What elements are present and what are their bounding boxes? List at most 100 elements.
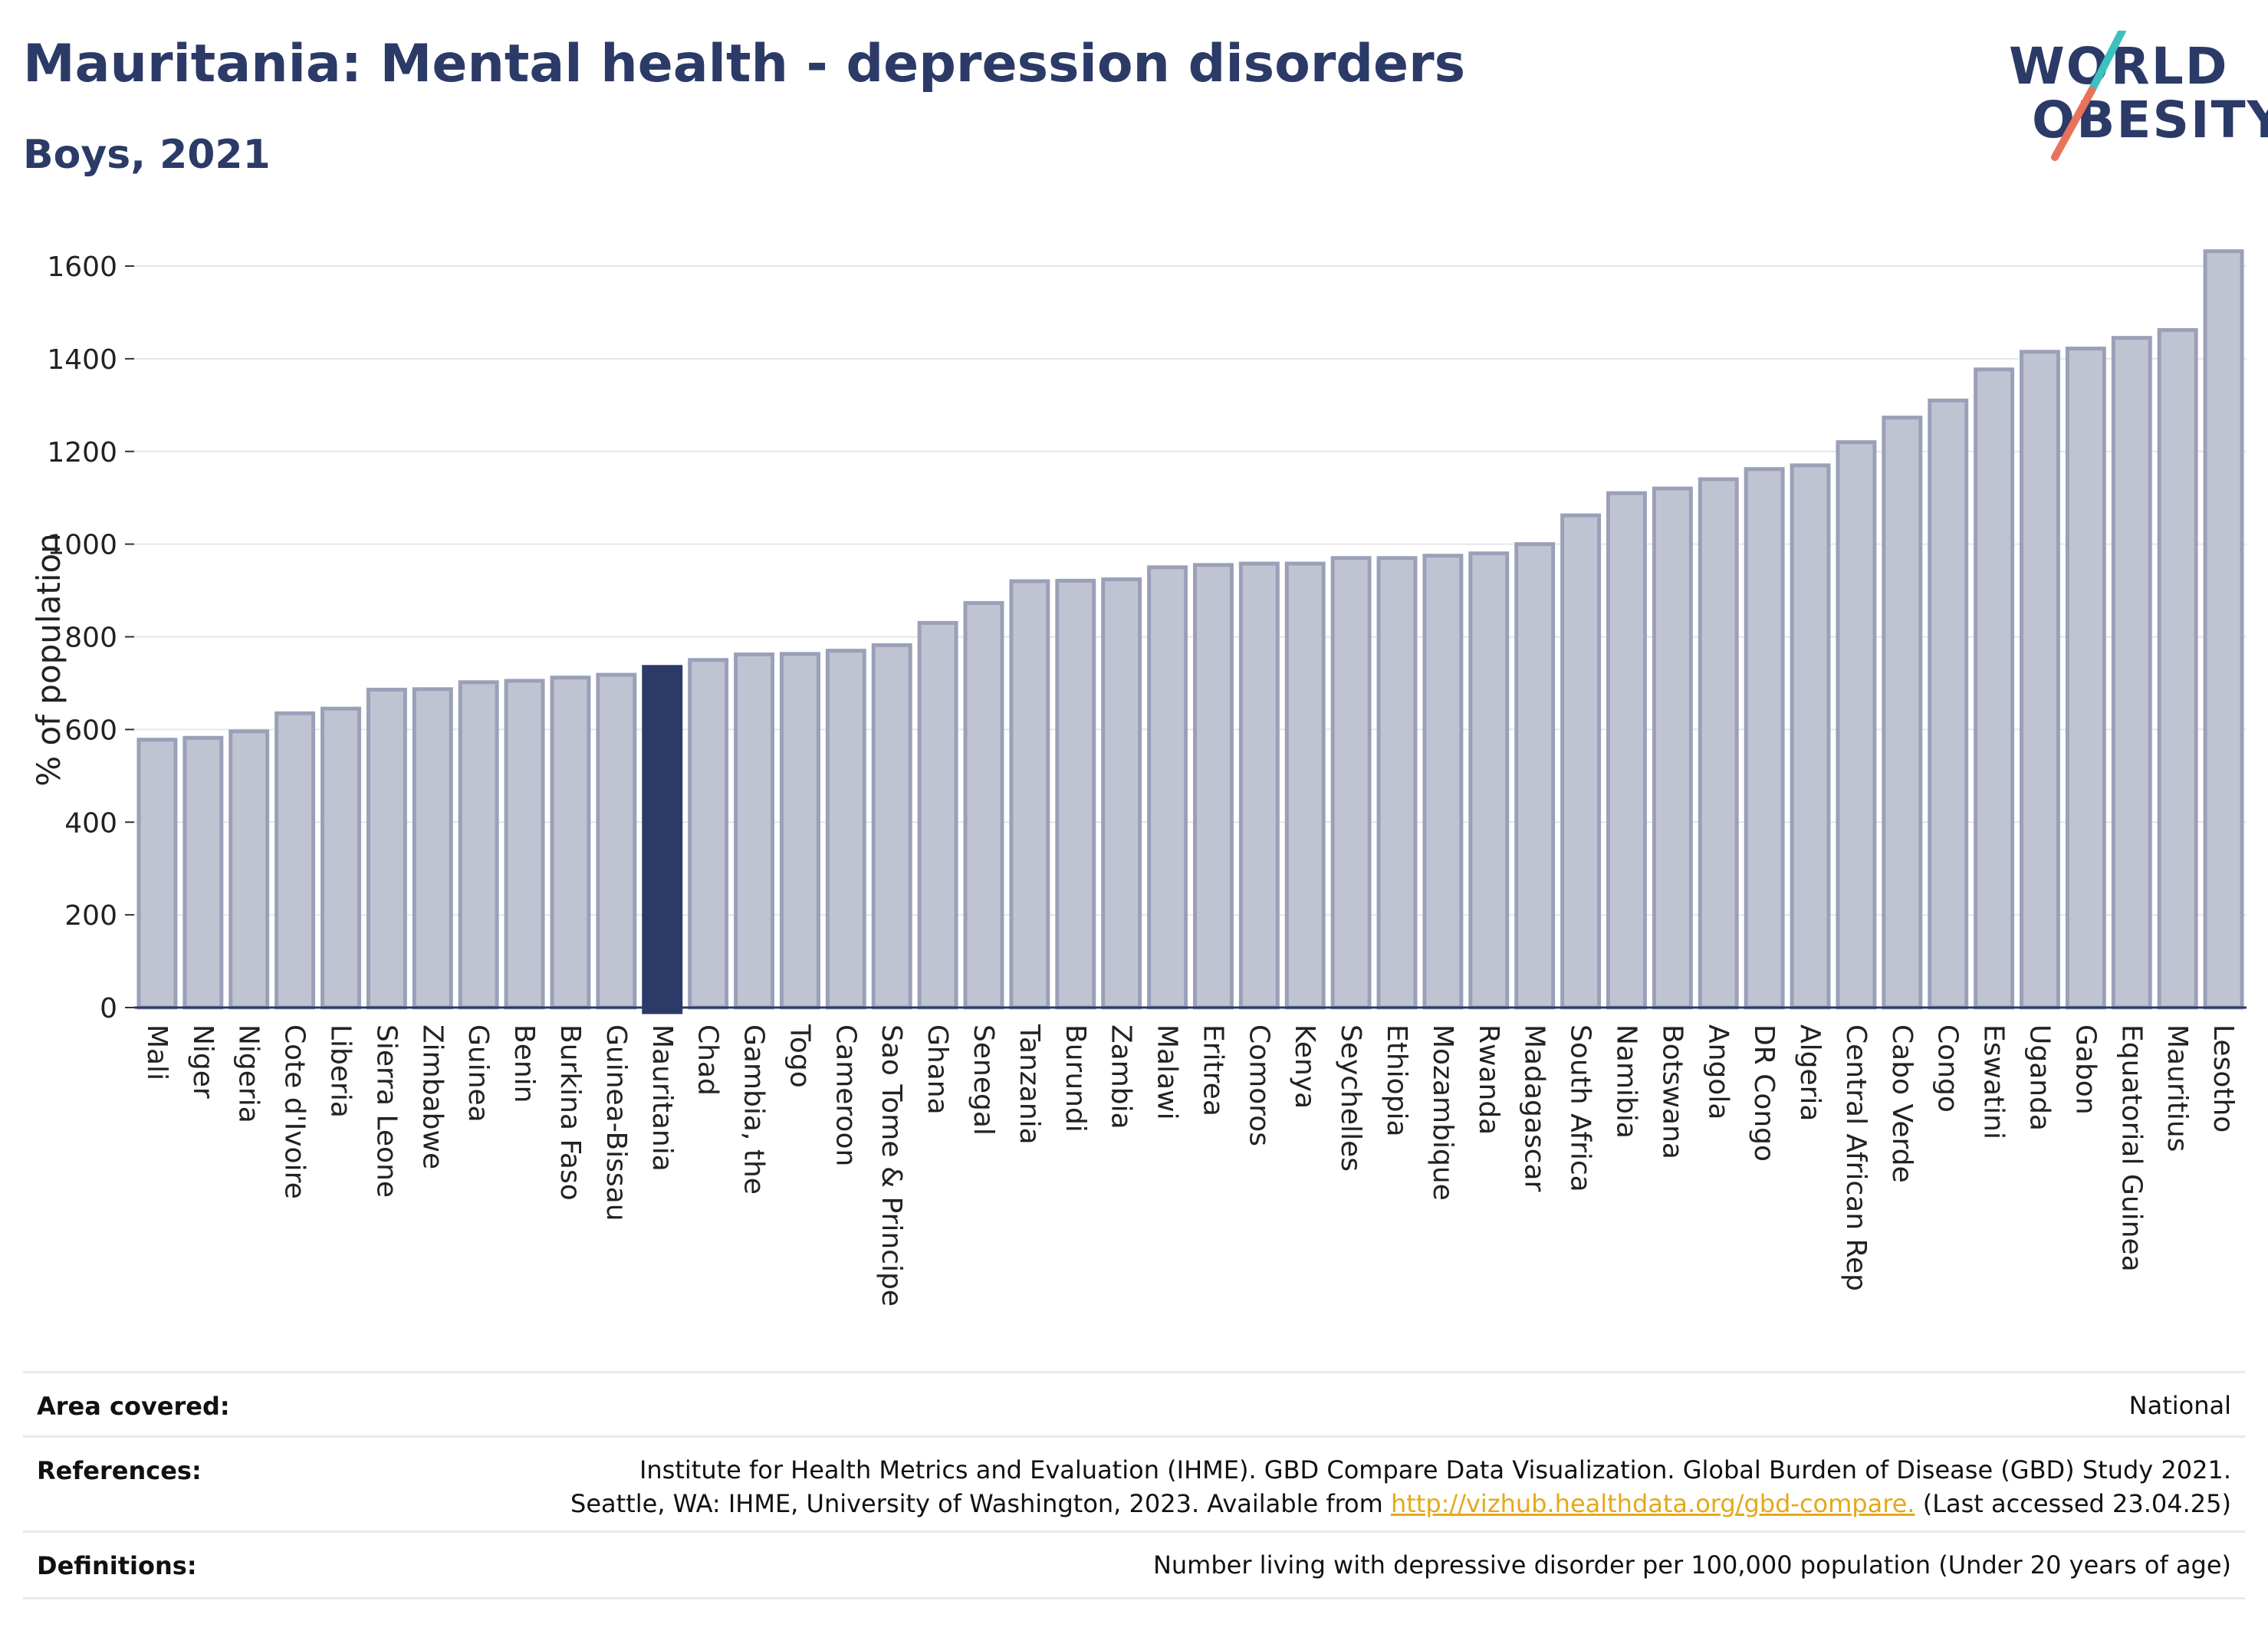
world-obesity-logo: WORLD OBESITY <box>1994 31 2268 169</box>
x-tick-label: Zambia <box>1106 1024 1137 1129</box>
x-tick-label: Burkina Faso <box>554 1024 586 1201</box>
x-tick-label: Mali <box>141 1024 173 1080</box>
bar <box>274 711 316 1010</box>
bar <box>917 620 958 1010</box>
x-tick-label: Namibia <box>1610 1024 1642 1139</box>
x-tick-label: Congo <box>1932 1024 1964 1113</box>
bar <box>2111 336 2152 1010</box>
bar <box>1974 367 2015 1010</box>
x-tick-label: Cabo Verde <box>1886 1024 1918 1183</box>
y-axis-title: % of population <box>30 533 67 787</box>
y-tick-label: 200 <box>64 900 117 932</box>
x-tick-label: Togo <box>784 1024 815 1088</box>
bar <box>228 729 270 1010</box>
bar <box>825 649 866 1010</box>
x-tick-label: Chad <box>692 1024 724 1096</box>
x-tick-label: Seychelles <box>1335 1024 1366 1172</box>
x-tick-label: Guinea-Bissau <box>600 1024 632 1221</box>
x-tick-label: Comoros <box>1243 1024 1274 1146</box>
bar <box>2020 350 2060 1010</box>
x-tick-label: Mauritania <box>646 1024 678 1172</box>
bar <box>1147 565 1188 1010</box>
x-tick-label: Eswatini <box>1978 1024 2010 1139</box>
x-tick-label: Cameroon <box>830 1024 861 1166</box>
bar <box>182 735 224 1010</box>
y-tick-label: 1200 <box>47 437 117 469</box>
x-axis-labels: Mali Niger Nigeria Cote d'Ivoire Liberia Sier… <box>141 1024 2239 1307</box>
y-tick-label: 400 <box>64 807 117 839</box>
bar <box>412 687 453 1010</box>
x-tick-label: Gambia, the <box>738 1024 770 1195</box>
definitions-label: Definitions: <box>37 1551 197 1580</box>
bar <box>320 706 361 1010</box>
x-tick-label: Equatorial Guinea <box>2115 1024 2147 1272</box>
bar <box>779 652 820 1010</box>
references-line2-pre: Seattle, WA: IHME, University of Washing… <box>570 1489 1391 1518</box>
bar <box>2065 347 2106 1010</box>
bar <box>1284 561 1326 1010</box>
bar <box>1606 491 1647 1010</box>
area-label: Area covered: <box>37 1392 230 1421</box>
bar <box>1882 416 1923 1010</box>
y-axis-ticks: 0 200 400 600 800 1000 1200 1400 1600 <box>47 252 134 1024</box>
bars <box>136 249 2244 1014</box>
bar <box>1836 440 1877 1010</box>
x-tick-label: Benin <box>508 1024 540 1103</box>
x-tick-label: Rwanda <box>1473 1024 1504 1135</box>
x-tick-label: Mozambique <box>1427 1024 1458 1201</box>
x-tick-label: Kenya <box>1289 1024 1320 1109</box>
x-tick-label: Niger <box>187 1024 219 1099</box>
info-row-area: Area covered: National <box>23 1371 2245 1438</box>
references-link[interactable]: http://vizhub.healthdata.org/gbd-compare… <box>1390 1489 1915 1518</box>
y-tick-label: 1600 <box>47 252 117 283</box>
x-tick-label: Burundi <box>1060 1024 1091 1133</box>
x-tick-label: Zimbabwe <box>416 1024 448 1169</box>
bar <box>1468 551 1510 1010</box>
references-line2: Seattle, WA: IHME, University of Washing… <box>570 1487 2231 1521</box>
bar-chart: 0 200 400 600 800 1000 1200 1400 1600 Mali Niger N… <box>30 249 2247 1307</box>
bar <box>1238 561 1280 1010</box>
page-subtitle: Boys, 2021 <box>23 132 271 178</box>
y-tick-label: 1000 <box>47 530 117 561</box>
x-tick-label: Senegal <box>968 1024 999 1136</box>
x-tick-label: South Africa <box>1565 1024 1596 1192</box>
x-tick-label: Cote d'Ivoire <box>279 1024 311 1199</box>
area-value: National <box>2128 1391 2231 1420</box>
bar <box>136 738 178 1010</box>
bar <box>1560 513 1602 1010</box>
bar <box>1422 554 1464 1010</box>
y-tick-label: 800 <box>64 623 117 654</box>
x-tick-label: Ethiopia <box>1381 1024 1412 1137</box>
x-tick-label: Central African Rep <box>1840 1024 1872 1291</box>
x-tick-label: Gabon <box>2069 1024 2101 1115</box>
bar <box>1376 556 1418 1010</box>
page-title: Mauritania: Mental health - depression d… <box>23 34 1466 94</box>
bar <box>2203 249 2244 1010</box>
info-row-definitions: Definitions: Number living with depressi… <box>23 1530 2245 1599</box>
info-table: Area covered: National References: Insti… <box>23 1371 2245 1601</box>
bar <box>504 679 545 1010</box>
bar <box>1101 577 1142 1010</box>
x-tick-label: Angola <box>1702 1024 1734 1119</box>
bar <box>550 676 591 1010</box>
x-tick-label: Mauritius <box>2161 1024 2193 1152</box>
bar <box>1009 579 1050 1010</box>
references-line2-post: (Last accessed 23.04.25) <box>1915 1489 2231 1518</box>
bar <box>596 672 637 1010</box>
bar <box>734 652 774 1010</box>
references-line1: Institute for Health Metrics and Evaluat… <box>639 1455 2231 1484</box>
bar <box>1790 463 1831 1010</box>
y-tick-label: 0 <box>100 993 117 1024</box>
bar <box>1192 563 1234 1010</box>
bar <box>1514 542 1556 1010</box>
bar <box>1744 467 1785 1010</box>
definitions-value: Number living with depressive disorder p… <box>1152 1550 2231 1580</box>
bar <box>1652 486 1693 1010</box>
bar <box>1928 398 1969 1010</box>
x-tick-label: Guinea <box>462 1024 494 1123</box>
bar-highlight <box>642 665 683 1014</box>
x-tick-label: Nigeria <box>233 1024 265 1123</box>
bar <box>1330 556 1372 1010</box>
x-tick-label: Lesotho <box>2207 1024 2239 1133</box>
x-tick-label: Algeria <box>1794 1024 1826 1122</box>
